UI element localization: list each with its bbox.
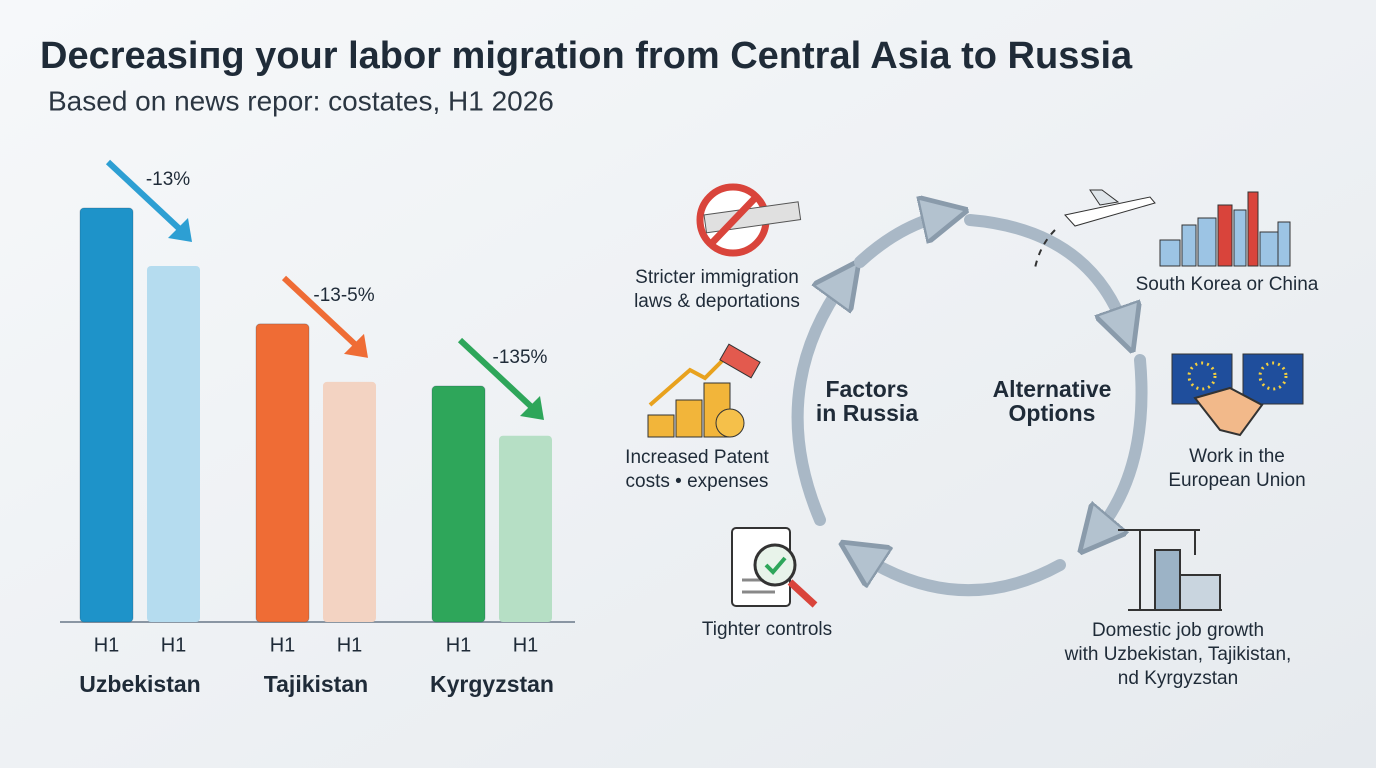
- diagram-label: Alternative: [993, 376, 1112, 402]
- diagram-label: Increased Patent: [625, 447, 769, 468]
- diagram-label: Stricter immigration: [635, 267, 799, 288]
- change-label: -13%: [146, 169, 190, 190]
- diagram-label: nd Kyrgyzstan: [1118, 668, 1238, 689]
- diagram-label: with Uzbekistan, Tajikistan,: [1064, 644, 1292, 665]
- group-label: Uzbekistan: [79, 671, 200, 697]
- change-arrow: [281, 275, 364, 353]
- diagram-label: costs • expenses: [626, 471, 769, 492]
- title: Decreasiпg your labor migration from Cen…: [40, 35, 1133, 77]
- skyline-icon: [1159, 191, 1291, 267]
- change-arrow: [457, 337, 540, 415]
- bar: [255, 323, 310, 623]
- x-tick-label: H1: [337, 634, 363, 656]
- change-arrowhead: [344, 333, 368, 358]
- change-label: -135%: [493, 347, 548, 368]
- eu-handshake-icon: [1171, 353, 1304, 437]
- bar: [147, 265, 200, 622]
- diagram-label: in Russia: [816, 400, 918, 426]
- construction-icon: [1118, 529, 1222, 611]
- diagram-label: Tighter controls: [702, 619, 832, 640]
- inspection-icon: [731, 527, 818, 608]
- diagram-label: Options: [1009, 400, 1096, 426]
- bar: [323, 381, 376, 622]
- bar: [79, 207, 134, 623]
- x-tick-label: H1: [161, 634, 187, 656]
- x-tick-label: H1: [270, 634, 296, 656]
- x-tick-label: H1: [94, 634, 120, 656]
- change-arrowhead: [168, 218, 192, 242]
- group-label: Kyrgyzstan: [430, 671, 554, 697]
- change-arrow: [105, 159, 188, 237]
- diagram-label: Domestic job growth: [1092, 620, 1264, 641]
- bar: [431, 385, 486, 623]
- subtitle: Based on news repor: costates, H1 2026: [48, 85, 554, 116]
- plane-icon: [1034, 189, 1156, 269]
- change-label: -13-5%: [313, 285, 374, 306]
- diagram-label: South Korea or China: [1136, 274, 1319, 295]
- cycle-arrows: [791, 215, 1148, 597]
- change-arrowhead: [520, 396, 544, 421]
- bar: [499, 435, 552, 622]
- diagram-label: Work in the: [1189, 446, 1285, 467]
- diagram-label: laws & deportations: [634, 291, 800, 312]
- diagram-label: Factors: [825, 376, 908, 402]
- x-tick-label: H1: [513, 634, 539, 656]
- diagram-label: European Union: [1168, 470, 1305, 491]
- group-label: Tajikistan: [264, 671, 368, 697]
- coins-icon: [647, 343, 761, 438]
- x-tick-label: H1: [446, 634, 472, 656]
- no-entry-icon: [696, 183, 802, 257]
